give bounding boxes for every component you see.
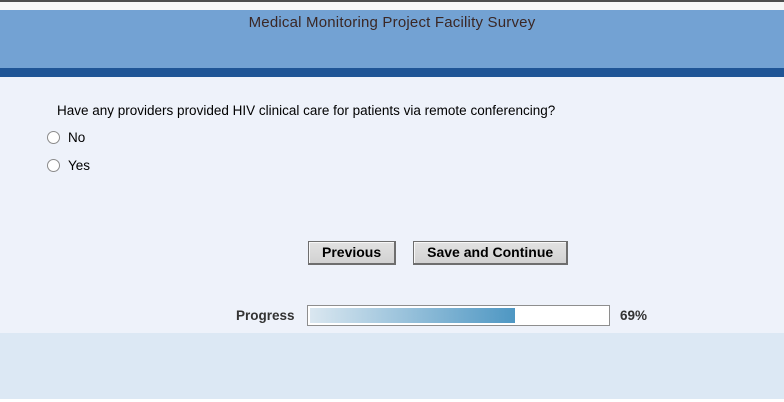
button-row: Previous Save and Continue xyxy=(308,241,569,265)
save-and-continue-button[interactable]: Save and Continue xyxy=(413,241,569,265)
header-banner: Medical Monitoring Project Facility Surv… xyxy=(0,10,784,68)
radio-no[interactable] xyxy=(47,131,60,144)
radio-yes[interactable] xyxy=(47,159,60,172)
previous-button[interactable]: Previous xyxy=(308,241,397,265)
radio-no-label[interactable]: No xyxy=(68,130,86,145)
page-title: Medical Monitoring Project Facility Surv… xyxy=(248,14,536,31)
footer-strip xyxy=(0,333,784,399)
radio-yes-label[interactable]: Yes xyxy=(68,158,91,173)
top-strip xyxy=(0,0,784,10)
survey-content: Have any providers provided HIV clinical… xyxy=(0,77,784,333)
progress-row: Progress 69% xyxy=(0,305,784,327)
progress-bar xyxy=(307,305,610,326)
progress-label: Progress xyxy=(236,308,295,323)
question-text: Have any providers provided HIV clinical… xyxy=(57,103,556,118)
header-divider-stripe xyxy=(0,68,784,77)
radio-option-no[interactable]: No xyxy=(47,130,85,145)
progress-percent: 69% xyxy=(620,308,648,323)
progress-fill xyxy=(310,308,515,323)
radio-option-yes[interactable]: Yes xyxy=(47,158,90,173)
